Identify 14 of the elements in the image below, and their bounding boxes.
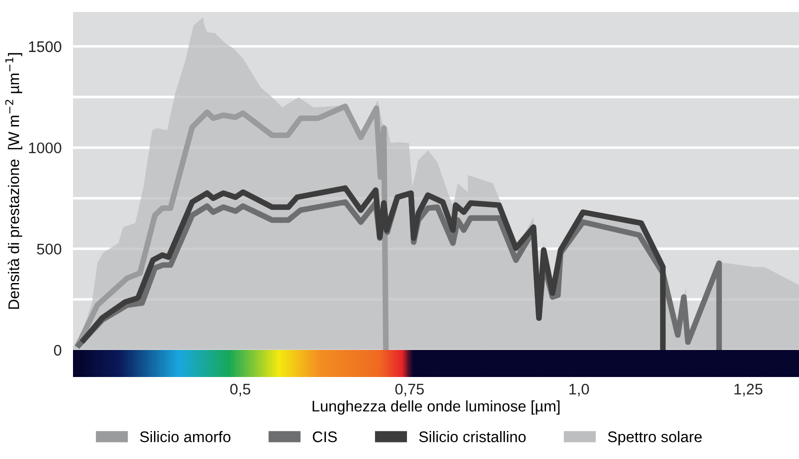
y-tick-label: 1500 [29, 41, 62, 52]
y-tick-label: 0 [54, 344, 62, 356]
y-tick-label: 500 [37, 244, 62, 254]
x-tick-label: 1,0 [569, 384, 589, 396]
x-tick-label: 0,5 [230, 384, 250, 396]
legend-label: Silicio cristallino [419, 431, 526, 442]
x-axis-title: Lunghezza delle onde luminose [µm] [312, 400, 560, 415]
y-tick-label: 1000 [29, 142, 62, 154]
y-axis-title: Densità di prestazione [W m$^{−2}$ µm$^{−1}$] [5, 53, 22, 309]
x-tick-label: 1,25 [734, 384, 762, 396]
x-tick-label: 0,75 [395, 384, 424, 396]
legend-label: Silicio amorfo [140, 431, 230, 442]
legend-label: Spettro solare [608, 431, 702, 446]
legend-label: CIS [312, 431, 337, 442]
